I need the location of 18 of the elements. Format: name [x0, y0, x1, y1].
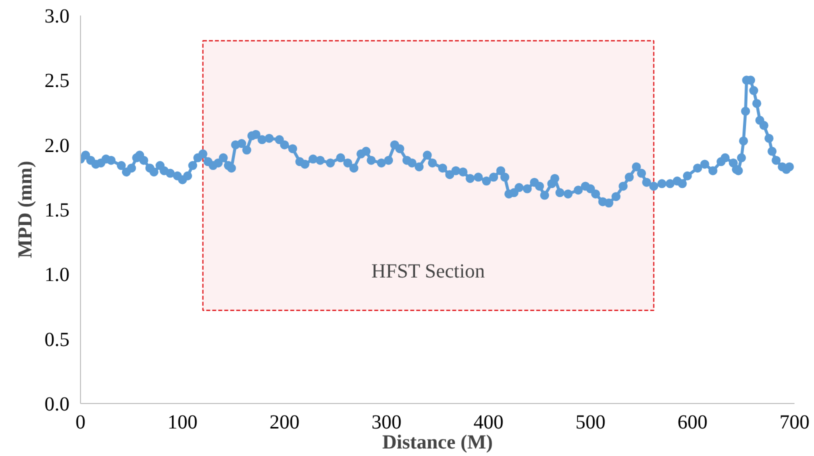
y-tick-label: 1.5 — [44, 200, 70, 222]
y-tick-label: 1.0 — [44, 264, 70, 286]
x-tick-label: 500 — [576, 412, 606, 434]
y-tick-label: 0.5 — [44, 328, 70, 351]
y-tick-label: 3.0 — [44, 6, 70, 28]
y-tick-label: 2.0 — [44, 134, 70, 157]
x-tick-label: 300 — [372, 412, 402, 434]
x-axis-title: Distance (M) — [382, 432, 493, 454]
x-tick-label: 700 — [780, 412, 810, 434]
x-tick-label: 100 — [168, 412, 198, 434]
x-tick-label: 200 — [270, 412, 300, 434]
x-tick-label: 600 — [678, 412, 708, 434]
y-tick-label: 2.5 — [44, 70, 70, 92]
x-tick-label: 0 — [76, 412, 86, 434]
x-tick-label: 400 — [474, 412, 504, 434]
band-label: HFST Section — [371, 260, 485, 283]
y-tick-label: 0.0 — [44, 394, 70, 416]
y-axis-title: MPD (mm) — [14, 160, 36, 258]
